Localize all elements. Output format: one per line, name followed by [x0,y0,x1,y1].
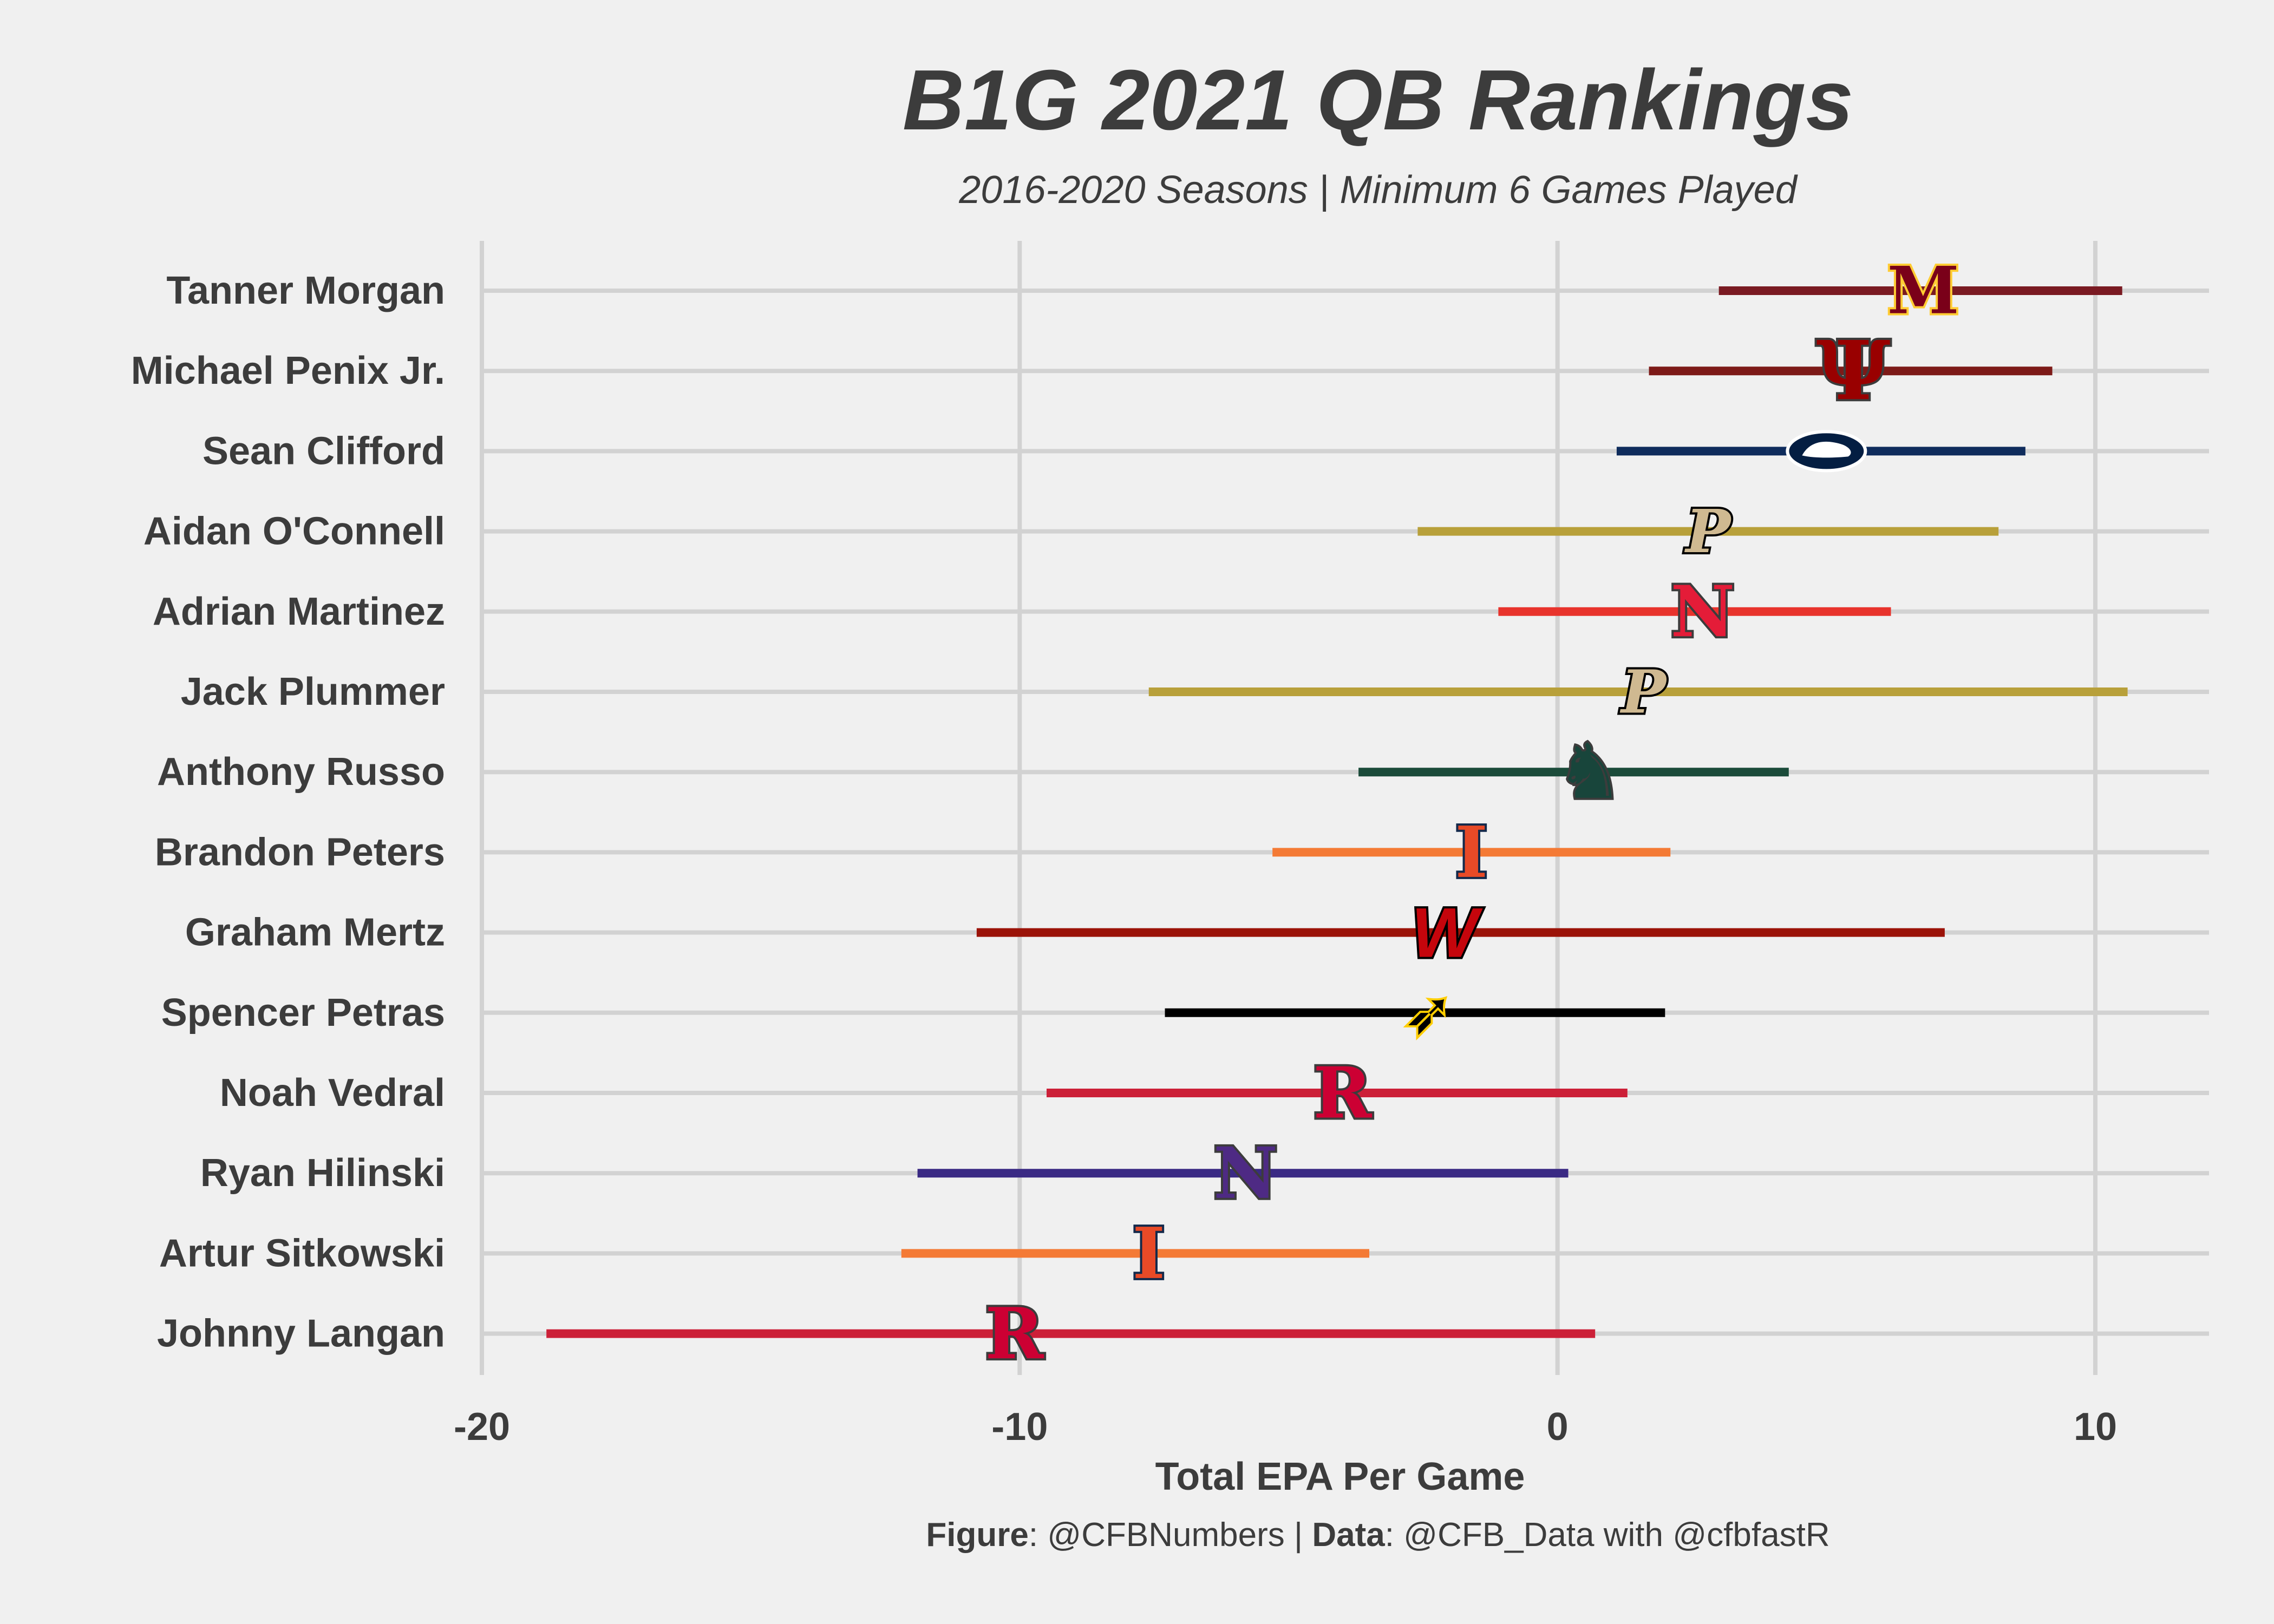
team-logo-icon: ♞ [1554,726,1626,818]
team-logo-icon: I [1130,1210,1167,1297]
team-logo-icon: N [1211,1130,1280,1217]
svg-text:➶: ➶ [1403,978,1453,1047]
svg-text:R: R [1313,1052,1372,1135]
caption-data-value: : @CFB_Data with @cfbfastR [1384,1516,1830,1554]
y-axis-labels: Tanner Morgan Michael Penix Jr. Sean Cliff… [131,269,445,1355]
team-logo-icon: P [1617,655,1670,729]
x-tick-label: 10 [2074,1405,2117,1449]
team-logo-icon: P [1682,494,1734,568]
grid-lines [480,241,2209,1375]
y-axis-label: Michael Penix Jr. [131,349,445,392]
y-axis-label: Artur Sitkowski [159,1232,445,1275]
team-logo-icon: M [1885,251,1962,331]
y-axis-label: Anthony Russo [157,750,445,794]
svg-text:P: P [1684,496,1732,566]
team-logo-icon: ➶ [1401,976,1455,1050]
svg-text:P: P [1619,657,1668,727]
team-logo-icon: N [1668,568,1737,655]
x-tick-label: -10 [991,1405,1048,1449]
svg-text:I: I [1455,811,1488,894]
caption-figure-label: Figure [926,1516,1029,1554]
svg-text:Ψ: Ψ [1816,323,1891,418]
y-axis-label: Ryan Hilinski [200,1151,445,1195]
range-bars [546,286,2128,1338]
svg-text:M: M [1887,253,1959,329]
svg-text:N: N [1213,1132,1278,1215]
y-axis-label: Jack Plummer [181,670,445,713]
y-axis-label: Aidan O'Connell [143,510,445,553]
y-axis-label: Brandon Peters [155,830,445,874]
team-logo-icon [1786,430,1867,473]
team-logo-icon: R [983,1290,1046,1377]
team-logo-icon: R [1311,1050,1374,1137]
y-axis-label: Noah Vedral [220,1071,445,1115]
x-axis-ticks: -20 -10 0 10 [454,1405,2117,1449]
team-logo-icon: I [1453,809,1490,896]
x-axis-label: Total EPA Per Game [1155,1455,1525,1498]
caption-data-label: Data [1312,1516,1385,1554]
svg-text:♞: ♞ [1556,728,1624,816]
team-logo-icon: W [1409,891,1485,974]
figure-caption: Figure: @CFBNumbers | Data: @CFB_Data wi… [0,1516,2274,1554]
caption-figure-value: : @CFBNumbers | [1028,1516,1312,1554]
svg-text:R: R [985,1292,1044,1375]
y-axis-label: Spencer Petras [161,991,445,1034]
chart-subtitle: 2016-2020 Seasons | Minimum 6 Games Play… [959,168,1797,212]
svg-text:I: I [1132,1212,1165,1295]
svg-text:W: W [1412,893,1483,972]
y-axis-label: Adrian Martinez [153,590,445,633]
x-tick-label: -20 [454,1405,510,1449]
y-axis-label: Graham Mertz [185,911,445,954]
svg-text:N: N [1670,570,1735,653]
team-logo-icon: Ψ [1814,321,1893,421]
y-axis-label: Sean Clifford [202,429,445,473]
chart-title: B1G 2021 QB Rankings [902,53,1854,148]
x-tick-label: 0 [1547,1405,1569,1449]
y-axis-label: Tanner Morgan [166,269,445,312]
y-axis-label: Johnny Langan [157,1312,445,1355]
